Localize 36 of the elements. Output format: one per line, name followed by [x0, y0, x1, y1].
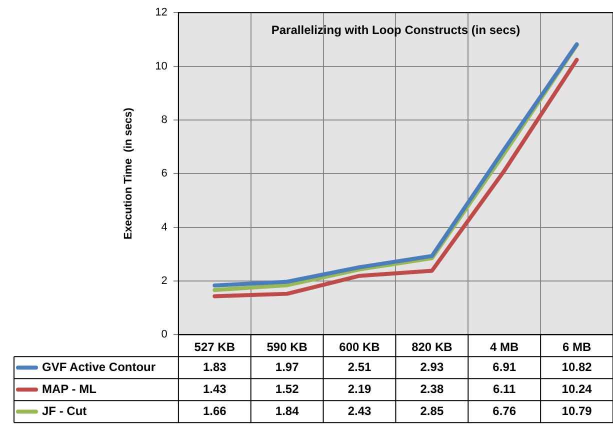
- data-label: 2.19: [348, 382, 372, 396]
- data-label: 6.91: [492, 360, 516, 374]
- data-label: 1.83: [202, 360, 227, 374]
- legend-label: JF - Cut: [42, 404, 87, 418]
- data-label: 1.66: [202, 404, 227, 418]
- x-tick-label: 600 KB: [339, 340, 380, 354]
- data-label: 10.24: [562, 382, 592, 396]
- y-tick-label: 10: [155, 60, 168, 72]
- y-axis-title: Execution Time (in secs): [122, 107, 135, 240]
- data-label: 10.82: [562, 360, 592, 374]
- data-label: 6.11: [493, 382, 516, 396]
- data-label: 2.43: [348, 404, 372, 418]
- data-label: 2.51: [348, 360, 372, 374]
- y-tick-label: 0: [161, 328, 168, 341]
- x-tick-label: 590 KB: [266, 340, 308, 354]
- y-tick-label: 6: [161, 168, 168, 180]
- x-tick-label: 527 KB: [194, 340, 236, 354]
- legend-label: GVF Active Contour: [42, 360, 156, 374]
- data-label: 1.97: [275, 360, 300, 374]
- data-label: 1.84: [275, 404, 300, 418]
- data-label: 2.85: [420, 404, 444, 418]
- x-tick-label: 6 MB: [562, 340, 592, 354]
- text: Parallelizing with Loop Constructs (in secs): [271, 22, 520, 37]
- data-label: 2.93: [420, 360, 444, 374]
- y-tick-label: 8: [161, 114, 168, 126]
- data-label: 1.43: [202, 382, 227, 396]
- data-label: 6.76: [492, 404, 516, 418]
- y-tick-label: 4: [161, 221, 168, 234]
- x-tick-label: 820 KB: [412, 340, 453, 354]
- x-tick-label: 4 MB: [490, 340, 520, 354]
- legend-label: MAP - ML: [42, 382, 96, 396]
- data-label: 2.38: [420, 382, 444, 396]
- y-tick-label: 12: [155, 6, 168, 19]
- data-label: 10.79: [562, 404, 592, 418]
- data-label: 1.52: [275, 382, 300, 396]
- y-tick-label: 2: [161, 274, 168, 287]
